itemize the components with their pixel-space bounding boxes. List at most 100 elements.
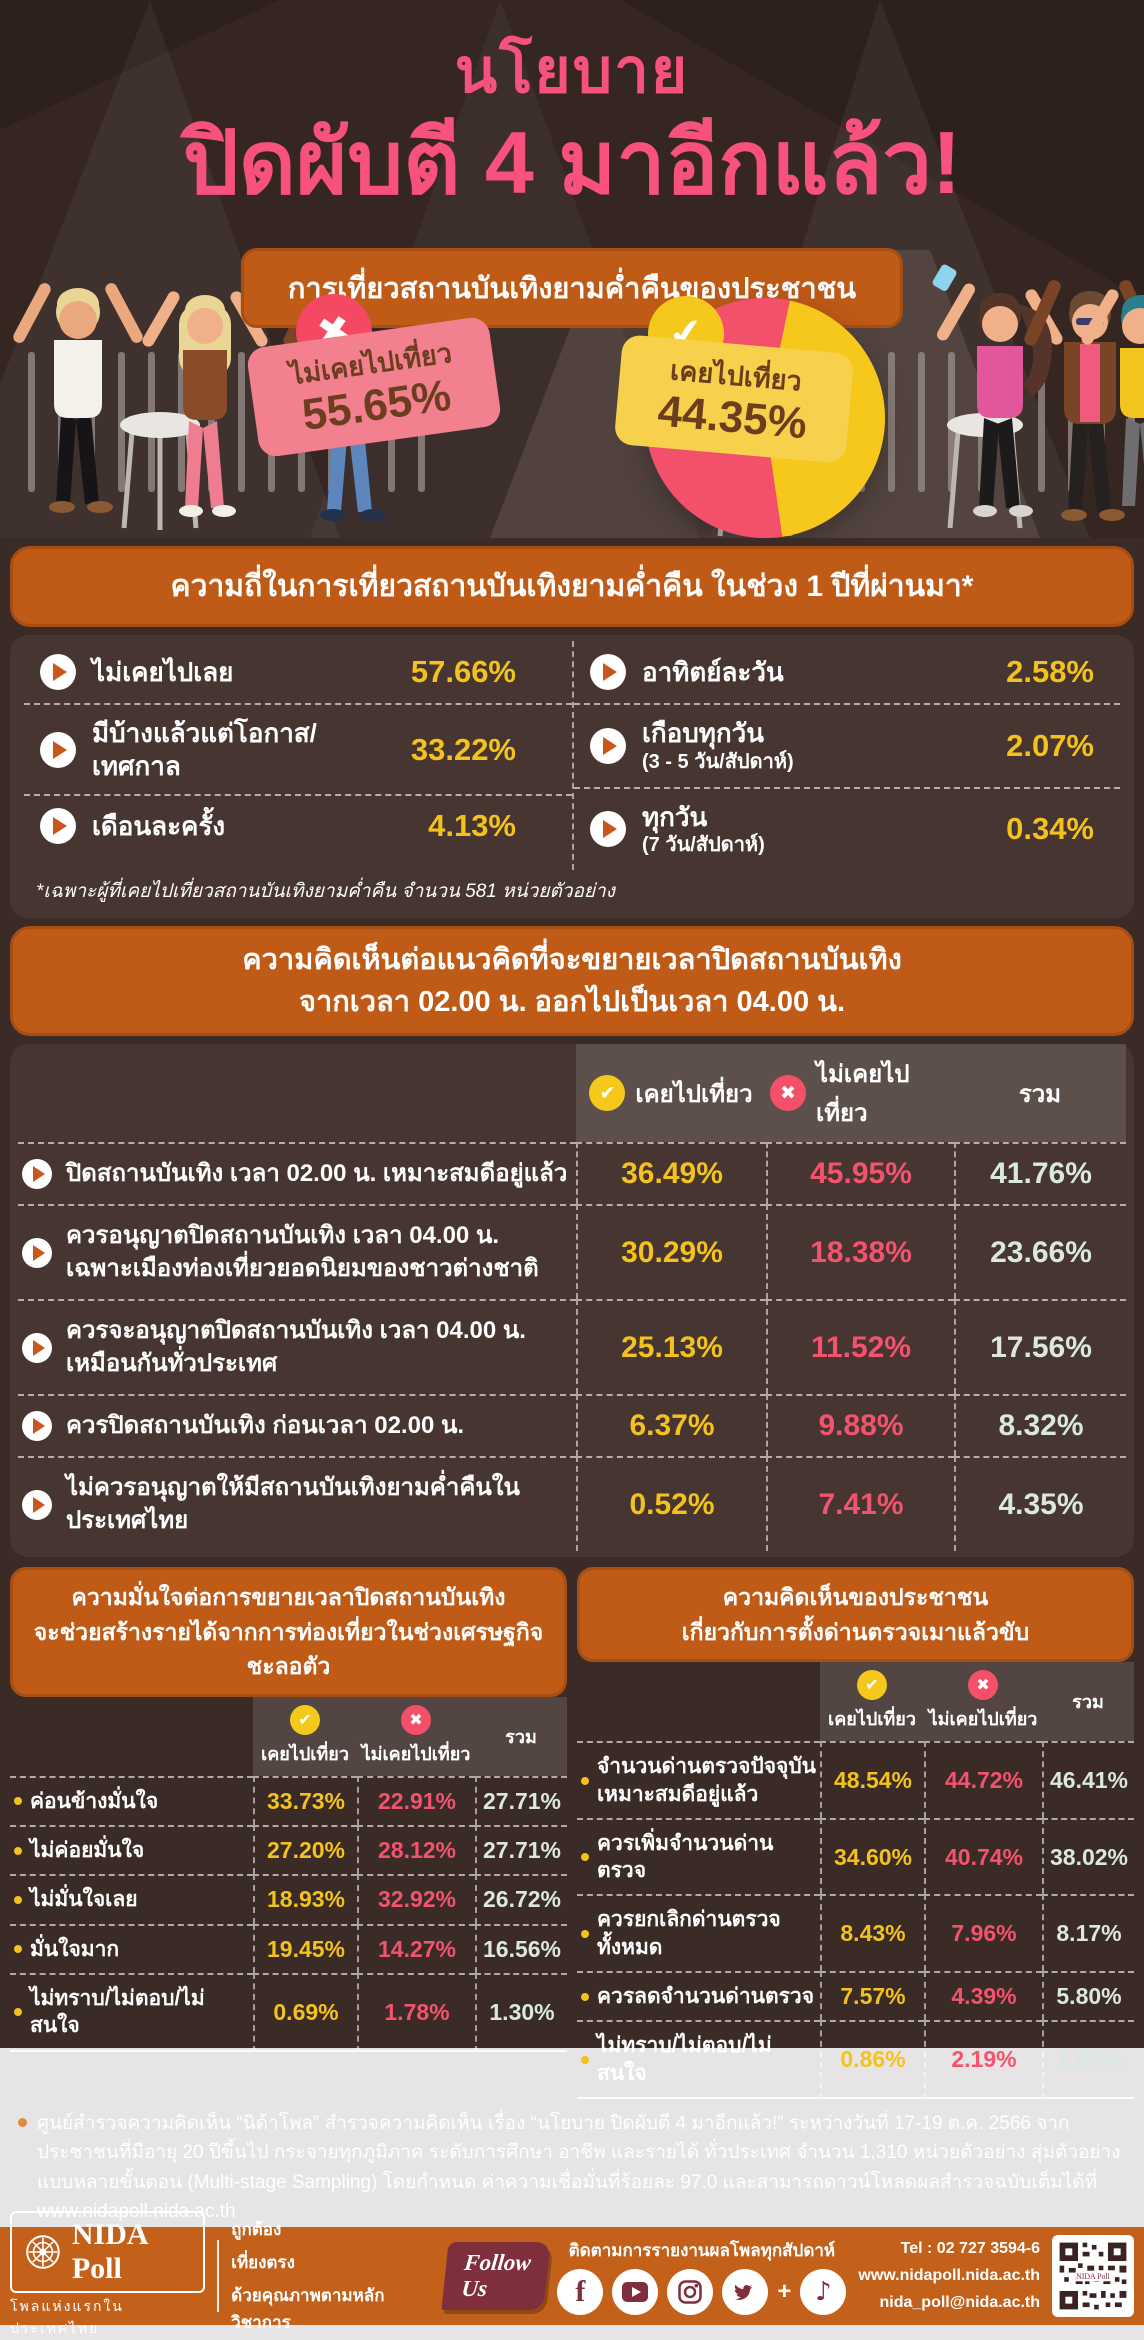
logo-wordmark: NIDA Poll	[71, 2218, 147, 2286]
opinion-row-label: ปิดสถานบันเทิง เวลา 02.00 น. เหมาะสมดีอย…	[18, 1142, 576, 1204]
frequency-label: ไม่เคยไปเลย	[92, 656, 234, 687]
column-header-total: รวม	[954, 1044, 1126, 1143]
dot-bullet-icon	[14, 2008, 22, 2017]
qr-label: NIDA Poll	[1076, 2272, 1111, 2281]
frequency-row: เดือนละครั้ง 4.13%	[24, 794, 572, 856]
dot-bullet-icon	[14, 1895, 22, 1904]
checkpoint-header-spacer	[577, 1662, 820, 1741]
play-bullet-icon	[40, 808, 76, 844]
frequency-label: ทุกวัน (7 วัน/สัปดาห์)	[642, 801, 765, 857]
opinion-never-value: 7.41%	[766, 1456, 954, 1552]
instagram-icon[interactable]	[667, 2268, 714, 2315]
confidence-total-value: 27.71%	[475, 1825, 567, 1875]
dancer-figure	[13, 283, 143, 513]
opinion-ever-value: 6.37%	[576, 1394, 766, 1457]
follow-us-block: Follow Us ติดตามการรายงานผลโพลทุกสัปดาห์…	[441, 2237, 847, 2315]
checkpoint-total-value: 8.17%	[1042, 1894, 1134, 1971]
x-circle-icon: ✖	[401, 1704, 431, 1735]
opinion-header-line2: จากเวลา 02.00 น. ออกไปเป็นเวลา 04.00 น.	[298, 986, 846, 1019]
tagline-accurate: ถูกต้อง	[231, 2219, 282, 2239]
column-header-never: ✖ ไม่เคยไปเที่ยว	[357, 1696, 475, 1776]
dot-bullet-icon	[581, 1929, 589, 1938]
opinion-ever-value: 30.29%	[576, 1204, 766, 1300]
confidence-total-value: 1.30%	[475, 1972, 567, 2052]
frequency-row: อาทิตย์ละวัน 2.58%	[574, 641, 1120, 703]
opinion-section-header: ความคิดเห็นต่อแนวคิดที่จะขยายเวลาปิดสถาน…	[10, 926, 1134, 1037]
confidence-row-label: ไม่ค่อยมั่นใจ	[10, 1825, 253, 1874]
confidence-header: ความมั่นใจต่อการขยายเวลาปิดสถานบันเทิง จ…	[10, 1567, 567, 1697]
frequency-row: ทุกวัน (7 วัน/สัปดาห์) 0.34%	[574, 786, 1120, 871]
checkpoint-ever-value: 8.43%	[820, 1894, 924, 1971]
survey-note-text: ศูนย์สำรวจความคิดเห็น “นิด้าโพล” สำรวจคว…	[37, 2112, 1121, 2223]
confidence-total-value: 26.72%	[475, 1874, 567, 1924]
frequency-value: 2.58%	[1006, 654, 1094, 689]
plus-separator: +	[777, 2277, 792, 2305]
dot-bullet-icon	[14, 1945, 22, 1954]
confidence-never-value: 1.78%	[357, 1972, 475, 2052]
checkpoint-ever-value: 34.60%	[820, 1817, 924, 1895]
youtube-icon[interactable]	[612, 2268, 659, 2315]
frequency-row: เกือบทุกวัน (3 - 5 วัน/สัปดาห์) 2.07%	[574, 703, 1120, 787]
opinion-row-label: ควรจะอนุญาตปิดสถานบันเทิง เวลา 04.00 น. …	[18, 1299, 576, 1394]
opinion-ever-value: 0.52%	[576, 1456, 766, 1552]
confidence-row-label: ค่อนข้างมั่นใจ	[10, 1775, 253, 1825]
x-circle-icon: ✖	[968, 1670, 998, 1701]
checkpoint-total-value: 46.41%	[1042, 1741, 1134, 1818]
frequency-footnote: *เฉพาะผู้ที่เคยไปเที่ยวสถานบันเทิงยามค่ำ…	[36, 881, 615, 902]
follow-note: ติดตามการรายงานผลโพลทุกสัปดาห์	[568, 2240, 836, 2260]
checkpoint-ever-value: 48.54%	[820, 1741, 924, 1818]
dancer-figure	[1081, 289, 1144, 506]
frequency-value: 4.13%	[428, 808, 516, 843]
logo-tagline: โพลแห่งแรกในประเทศไทย	[10, 2298, 124, 2337]
footer-taglines: ถูกต้อง เที่ยงตรง ด้วยคุณภาพตามหลักวิชาก…	[231, 2216, 427, 2336]
check-circle-icon: ✔	[589, 1075, 626, 1112]
check-circle-icon: ✔	[857, 1670, 887, 1701]
checkpoint-header-line2: เกี่ยวกับการตั้งด่านตรวจเมาแล้วขับ	[681, 1618, 1030, 1645]
opinion-total-value: 17.56%	[954, 1299, 1126, 1395]
dot-bullet-icon	[14, 1797, 22, 1806]
opinion-never-value: 18.38%	[766, 1204, 954, 1300]
frequency-value: 2.07%	[1006, 727, 1094, 763]
confidence-ever-value: 27.20%	[253, 1825, 357, 1875]
confidence-header-line2: จะช่วยสร้างรายได้จากการท่องเที่ยวในช่วงเ…	[33, 1618, 544, 1680]
confidence-ever-value: 0.69%	[253, 1972, 357, 2052]
confidence-never-value: 14.27%	[357, 1923, 475, 1973]
checkpoint-row-label: ควรลดจำนวนด่านตรวจ	[577, 1971, 820, 2020]
dot-bullet-icon	[581, 1992, 589, 2001]
confidence-never-value: 32.92%	[357, 1874, 475, 1924]
confidence-row-label: มั่นใจมาก	[10, 1923, 253, 1973]
qr-code: NIDA Poll	[1052, 2234, 1135, 2317]
play-bullet-icon	[22, 1237, 52, 1268]
play-bullet-icon	[40, 731, 76, 768]
checkpoint-total-value: 38.02%	[1042, 1817, 1134, 1895]
twitter-icon[interactable]	[722, 2268, 769, 2315]
tagline-precise: เที่ยงตรง	[231, 2252, 295, 2272]
facebook-icon[interactable]: f	[557, 2268, 604, 2315]
confidence-row-label: ไม่ทราบ/ไม่ตอบ/ไม่สนใจ	[10, 1972, 253, 2052]
confidence-row-label: ไม่มั่นใจเลย	[10, 1874, 253, 1923]
opinion-header-spacer	[18, 1044, 576, 1142]
checkpoint-table: ✔ เคยไปเที่ยว ✖ ไม่เคยไปเที่ยว รวม จำนวนด่…	[577, 1662, 1134, 2099]
opinion-total-value: 41.76%	[954, 1142, 1126, 1205]
frequency-value: 0.34%	[1006, 811, 1094, 847]
bottom-tables: ความมั่นใจต่อการขยายเวลาปิดสถานบันเทิง จ…	[10, 1567, 1134, 2099]
hero-illustration	[0, 0, 1144, 538]
footer-bar: NIDA Poll โพลแห่งแรกในประเทศไทย ถูกต้อง …	[0, 2211, 1144, 2336]
hero-section: นโยบาย ปิดผับตี 4 มาอีกแล้ว! การเที่ยวสถ…	[0, 0, 1144, 538]
opinion-total-value: 8.32%	[954, 1394, 1126, 1457]
play-bullet-icon	[22, 1159, 52, 1190]
frequency-value: 33.22%	[410, 731, 516, 767]
dancer-figure	[932, 264, 1063, 517]
checkpoint-section: ความคิดเห็นของประชาชน เกี่ยวกับการตั้งด่…	[577, 1567, 1134, 2099]
frequency-right-column: อาทิตย์ละวัน 2.58% เกือบทุกวัน (3 - 5 วัน…	[572, 641, 1120, 870]
frequency-label: มีบ้างแล้วแต่โอกาส/เทศกาล	[92, 718, 317, 781]
opinion-total-value: 23.66%	[954, 1204, 1126, 1300]
footer-tel: Tel : 02 727 3594-6	[900, 2239, 1041, 2257]
tiktok-icon[interactable]: ♪	[800, 2268, 847, 2315]
frequency-label: เกือบทุกวัน (3 - 5 วัน/สัปดาห์)	[642, 718, 794, 773]
opinion-row-label: ควรปิดสถานบันเทิง ก่อนเวลา 02.00 น.	[18, 1394, 576, 1456]
column-header-ever: ✔ เคยไปเที่ยว	[576, 1044, 766, 1143]
footer-contact: Tel : 02 727 3594-6 www.nidapoll.nida.ac…	[858, 2235, 1040, 2317]
nida-poll-logo-box: NIDA Poll	[10, 2211, 206, 2294]
checkpoint-header-line1: ความคิดเห็นของประชาชน	[722, 1584, 989, 1611]
